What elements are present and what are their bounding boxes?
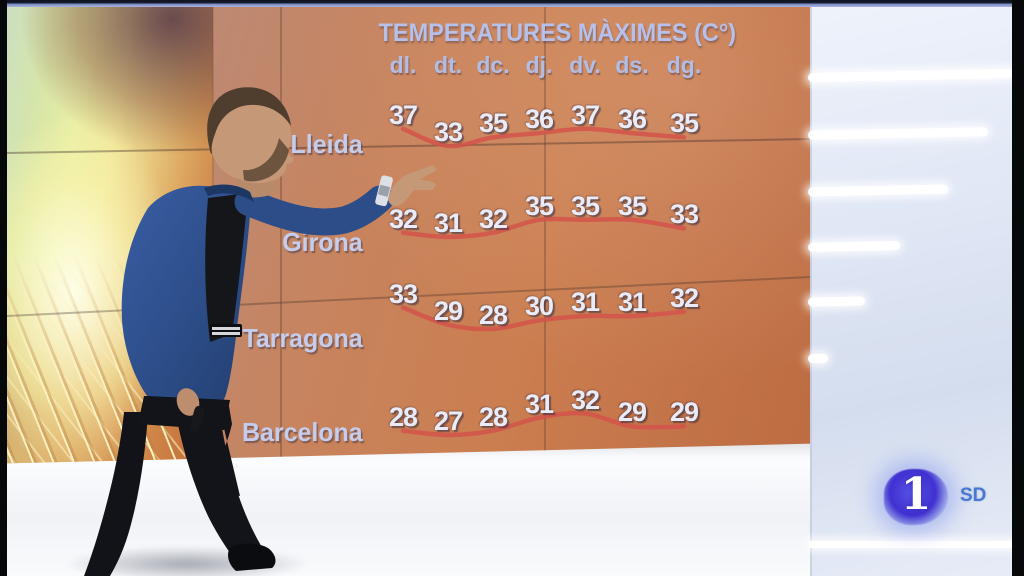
channel-badge: 1 SD — [878, 463, 1008, 535]
panel-seams — [7, 7, 810, 463]
frame-bar-right — [1012, 0, 1024, 576]
presenter-shadow — [62, 546, 312, 576]
sd-quality-badge: SD — [960, 485, 987, 506]
wall-light-strip — [807, 296, 866, 307]
wall-top-edge — [0, 0, 1024, 7]
wall-light-strip — [807, 184, 949, 197]
la1-logo-number: 1 — [900, 469, 932, 520]
la1-logo-blob — [884, 469, 948, 525]
wall-light-strip — [807, 127, 989, 140]
wall-light-strip — [807, 353, 829, 364]
wall-light-strip — [808, 541, 1016, 548]
wall-light-strip — [807, 68, 1014, 83]
video-wall — [7, 5, 810, 464]
wall-light-strip — [807, 241, 901, 252]
frame-bar-left — [0, 0, 7, 576]
